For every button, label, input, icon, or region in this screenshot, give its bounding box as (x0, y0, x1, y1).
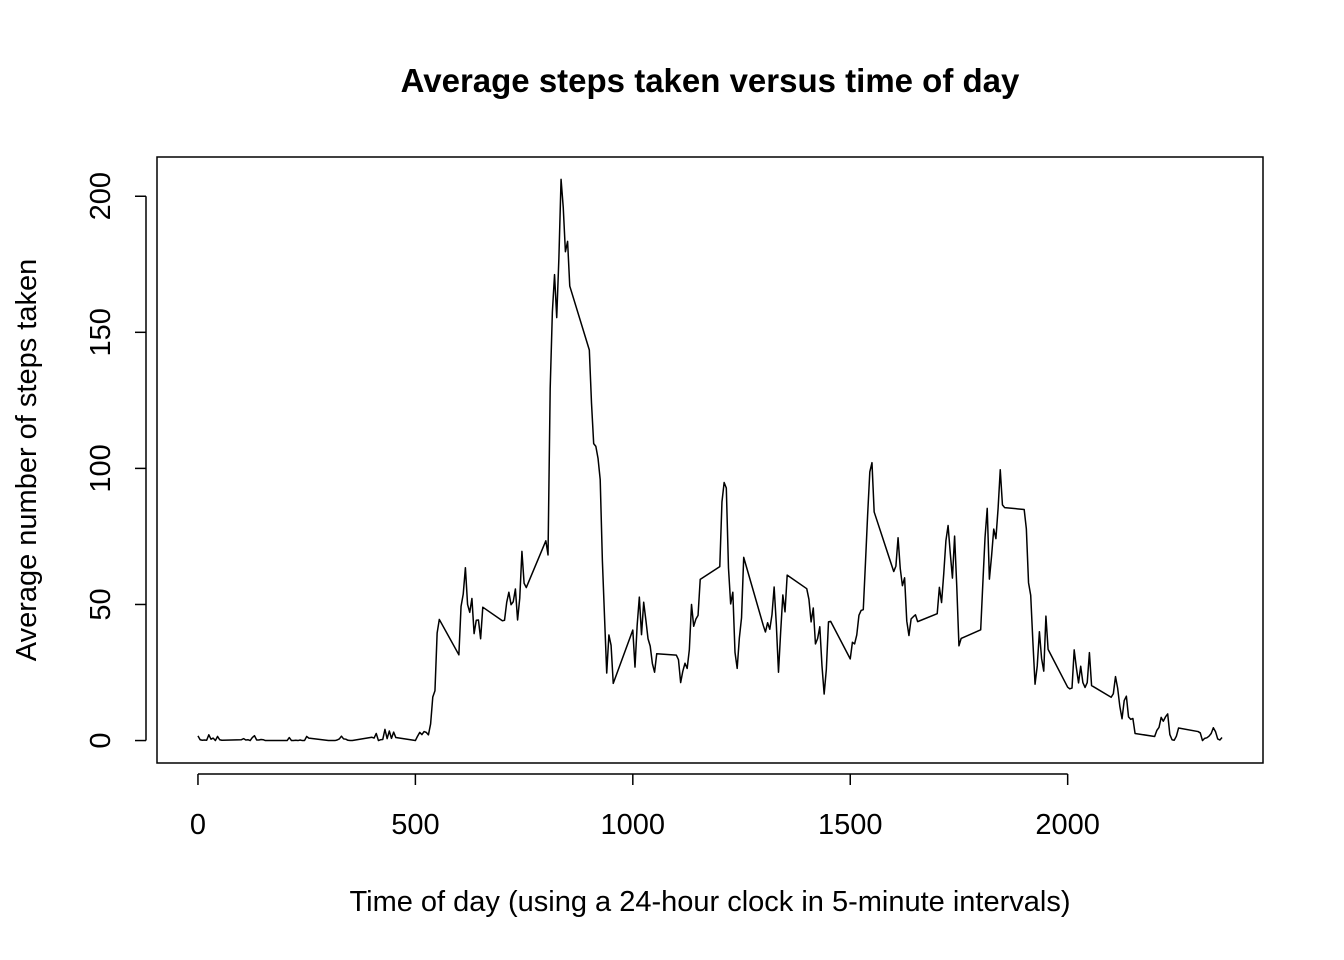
x-tick-label: 1500 (818, 809, 883, 841)
y-tick-label: 200 (85, 172, 117, 220)
chart-title: Average steps taken versus time of day (401, 62, 1020, 99)
x-axis-label: Time of day (using a 24-hour clock in 5-… (349, 886, 1070, 918)
x-tick-label: 500 (391, 809, 439, 841)
x-tick-label: 0 (190, 809, 206, 841)
y-tick-label: 50 (85, 588, 117, 620)
x-tick-label: 2000 (1035, 809, 1100, 841)
y-axis-label: Average number of steps taken (11, 259, 43, 662)
y-tick-label: 100 (85, 444, 117, 492)
y-tick-label: 0 (85, 732, 117, 748)
x-tick-label: 1000 (601, 809, 666, 841)
y-tick-label: 150 (85, 308, 117, 356)
plot-box (156, 156, 1264, 764)
data-line (197, 178, 1223, 742)
